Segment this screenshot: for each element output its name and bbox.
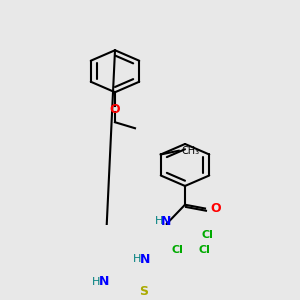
Text: H: H bbox=[133, 254, 141, 265]
Text: O: O bbox=[210, 202, 220, 215]
Text: S: S bbox=[140, 285, 148, 298]
Text: O: O bbox=[110, 103, 120, 116]
Text: H: H bbox=[155, 216, 163, 226]
Text: N: N bbox=[99, 275, 109, 289]
Text: Cl: Cl bbox=[198, 245, 210, 255]
Text: CH₃: CH₃ bbox=[182, 146, 200, 156]
Text: H: H bbox=[92, 277, 100, 287]
Text: N: N bbox=[161, 215, 171, 228]
Text: Cl: Cl bbox=[171, 245, 183, 256]
Text: N: N bbox=[140, 253, 150, 266]
Text: Cl: Cl bbox=[201, 230, 213, 240]
